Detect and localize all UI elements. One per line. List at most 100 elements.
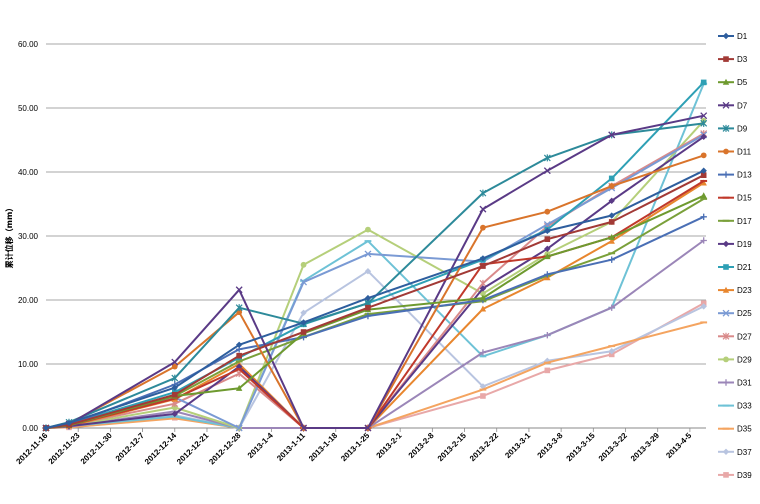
y-tick-label: 0.00	[22, 424, 38, 433]
data-point	[479, 355, 487, 358]
legend-item: D23	[718, 286, 752, 295]
data-point	[479, 388, 487, 391]
x-tick-label: 2012-11-30	[79, 431, 114, 466]
y-axis-ticks: 0.00 10.00 20.00 30.00 40.00 50.00 60.00	[18, 40, 39, 433]
legend-marker	[723, 148, 729, 155]
legend-item: D13	[718, 171, 752, 180]
legend-item: D33	[718, 402, 752, 411]
data-point	[479, 294, 487, 301]
series-line	[45, 134, 705, 429]
series-lines	[42, 79, 708, 432]
legend-label: D23	[737, 286, 752, 295]
data-point	[608, 131, 616, 139]
data-point	[544, 271, 551, 278]
data-point	[235, 424, 243, 432]
data-point	[480, 263, 486, 269]
x-tick-label: 2013-2-1	[375, 431, 404, 460]
data-point	[364, 312, 372, 320]
data-point	[480, 290, 486, 297]
data-point	[235, 304, 243, 312]
legend-marker	[722, 404, 730, 407]
series-line	[45, 154, 705, 429]
data-point	[479, 305, 487, 312]
legend-item: D39	[718, 471, 752, 480]
data-point	[544, 236, 551, 242]
data-point	[608, 212, 615, 219]
data-point	[235, 286, 243, 294]
data-point	[365, 304, 371, 311]
data-point	[700, 133, 707, 140]
data-point	[700, 179, 707, 186]
legend-marker	[722, 78, 730, 85]
legend-marker	[722, 219, 730, 222]
legend: D1 D3 D5 D7 D9 D11 D13 D15 D17 D19 D21 D23 D25 D27 D29…	[718, 32, 752, 480]
legend-item: D35	[718, 425, 752, 434]
legend-item: D3	[718, 55, 748, 64]
data-point	[700, 197, 708, 200]
data-point	[235, 360, 243, 363]
data-point	[300, 309, 307, 316]
legend-label: D27	[737, 332, 752, 341]
data-point	[300, 261, 307, 268]
data-point	[608, 237, 615, 244]
data-point	[300, 279, 307, 282]
data-point	[700, 179, 708, 182]
data-point	[700, 112, 708, 120]
data-point	[235, 341, 243, 348]
x-tick-label: 2013-1-18	[307, 431, 340, 464]
series-D1	[42, 167, 707, 432]
legend-item: D17	[718, 217, 752, 226]
x-tick-label: 2013-3-29	[629, 431, 662, 464]
legend-item: D37	[718, 448, 752, 457]
data-point	[608, 304, 615, 311]
legend-label: D3	[737, 55, 748, 64]
legend-marker	[722, 286, 730, 293]
legend-marker	[723, 56, 729, 62]
data-point	[235, 368, 243, 371]
data-point	[700, 192, 707, 199]
series-line	[45, 239, 705, 429]
legend-item: D31	[718, 379, 752, 388]
data-point	[171, 363, 178, 370]
legend-label: D33	[737, 402, 752, 411]
data-point	[700, 79, 707, 86]
data-point	[544, 332, 551, 339]
x-tick-label: 2012-12-14	[143, 431, 179, 467]
legend-label: D5	[737, 78, 748, 87]
data-point	[171, 410, 178, 418]
data-point	[608, 197, 615, 204]
x-tick-label: 2013-2-22	[468, 431, 501, 464]
data-point	[171, 384, 178, 391]
x-tick-label: 2013-1-11	[275, 431, 307, 463]
data-point	[543, 154, 551, 162]
x-tick-label: 2013-4-5	[664, 431, 693, 460]
y-axis-label: 累计位移（mm）	[4, 204, 14, 269]
data-point	[171, 417, 179, 420]
legend-marker	[722, 448, 730, 455]
x-tick-label: 2013-1-4	[246, 431, 275, 460]
data-point	[479, 189, 487, 197]
data-point	[544, 208, 551, 215]
data-point	[700, 167, 707, 174]
data-point	[480, 224, 486, 231]
legend-marker	[722, 427, 730, 430]
legend-label: D13	[737, 171, 752, 180]
legend-marker	[723, 472, 729, 478]
data-point	[65, 419, 73, 427]
data-point	[364, 240, 372, 243]
legend-item: D1	[718, 32, 748, 41]
data-point	[700, 152, 707, 159]
legend-marker	[723, 356, 729, 363]
y-tick-label: 60.00	[18, 40, 39, 49]
y-tick-label: 40.00	[18, 168, 39, 177]
data-point	[235, 384, 243, 391]
legend-label: D25	[737, 309, 752, 318]
data-point	[544, 367, 551, 374]
series-D19	[42, 133, 707, 432]
data-point	[364, 424, 372, 432]
data-point	[479, 255, 487, 262]
data-point	[364, 250, 372, 258]
series-D5	[42, 192, 707, 431]
x-tick-label: 2012-12-7	[114, 431, 147, 464]
